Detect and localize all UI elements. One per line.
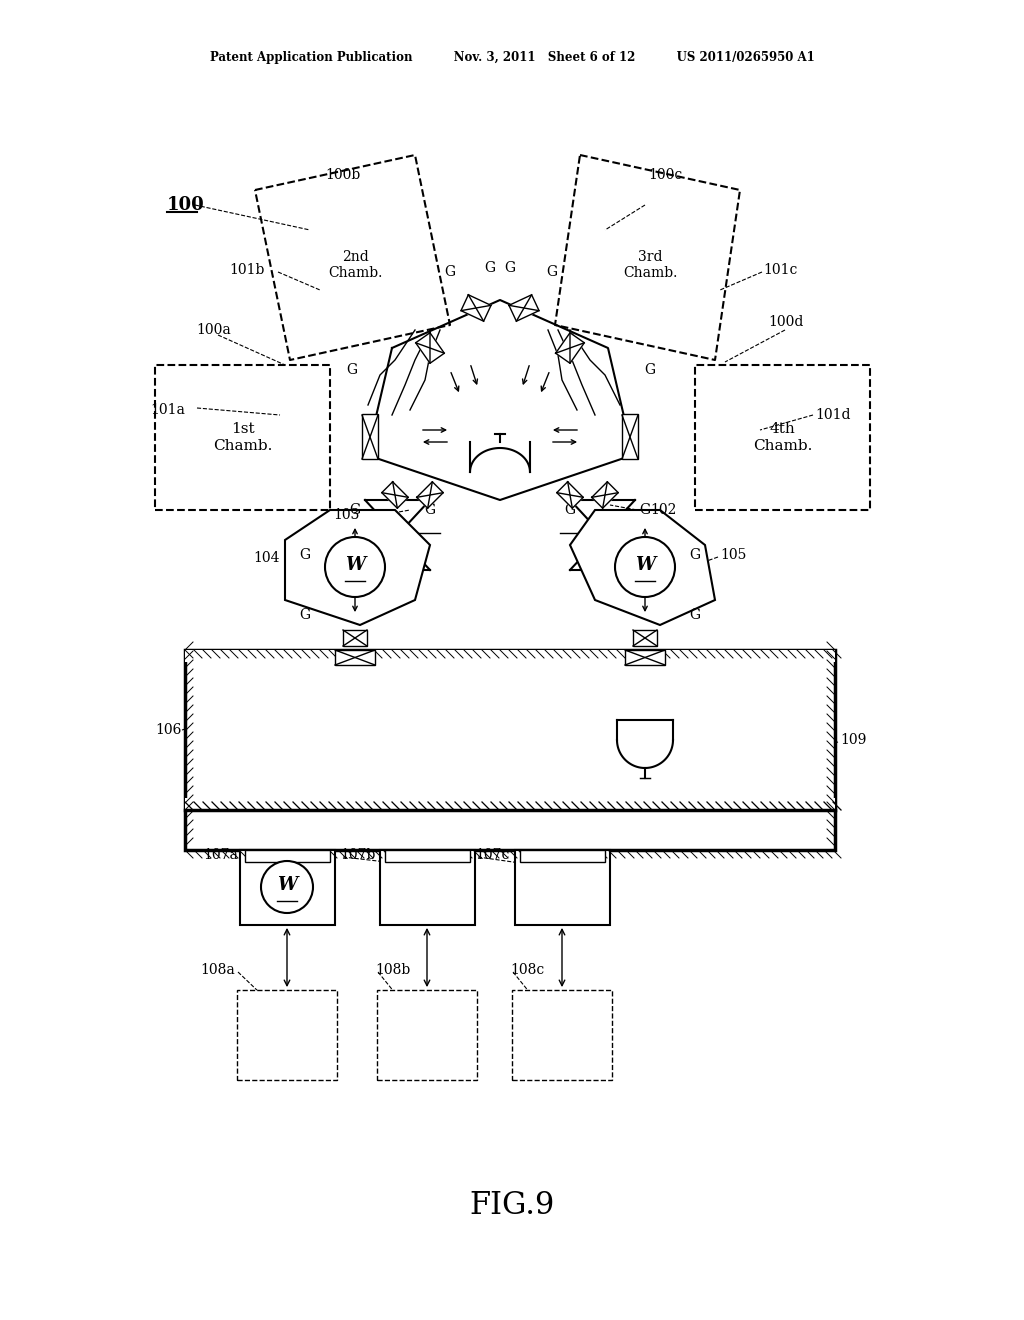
Bar [633,630,657,645]
Bar [380,850,475,925]
Text: G: G [547,265,557,279]
Bar [185,649,835,663]
Text: 2nd
Chamb.: 2nd Chamb. [328,249,382,280]
Text: G: G [505,261,515,275]
Text: 3rd
Chamb.: 3rd Chamb. [623,249,677,280]
Text: G: G [644,363,655,378]
Polygon shape [592,482,618,508]
Text: 4th
Chamb.: 4th Chamb. [753,422,812,453]
Bar [155,366,330,510]
Bar [343,630,367,645]
Text: 100c: 100c [648,168,682,182]
Text: 101a: 101a [151,403,185,417]
Bar [245,850,330,862]
Bar [362,414,378,459]
Polygon shape [416,333,444,363]
Bar [185,810,835,850]
Text: 1st
Chamb.: 1st Chamb. [213,422,272,453]
Text: 107c: 107c [475,847,509,862]
Text: 100a: 100a [196,323,230,337]
Bar [185,799,835,810]
Polygon shape [570,510,715,624]
Text: 102: 102 [650,503,677,517]
Polygon shape [461,294,492,321]
Bar [512,990,612,1080]
Text: G: G [299,548,310,562]
Polygon shape [382,482,409,508]
Text: 104: 104 [254,550,280,565]
Text: G: G [424,503,435,517]
Polygon shape [556,333,585,363]
Text: Patent Application Publication          Nov. 3, 2011   Sheet 6 of 12          US: Patent Application Publication Nov. 3, 2… [210,51,814,65]
Text: 101c: 101c [763,263,798,277]
Text: G: G [484,261,496,275]
Circle shape [325,537,385,597]
Bar [520,850,605,862]
Text: 100b: 100b [325,168,360,182]
Bar [622,414,638,459]
Text: W: W [276,876,297,894]
Text: 100d: 100d [768,315,804,329]
Text: G: G [689,548,700,562]
Text: G: G [639,503,650,517]
Text: 100: 100 [167,195,205,214]
Bar [185,649,835,810]
Text: 107a: 107a [203,847,238,862]
Text: 107b: 107b [340,847,376,862]
Text: G: G [349,503,360,517]
Text: 101d: 101d [815,408,851,422]
Bar [237,990,337,1080]
Text: W: W [635,556,655,574]
Text: G: G [346,363,357,378]
Text: G: G [689,609,700,622]
Bar [335,649,375,665]
Text: FIG.9: FIG.9 [469,1189,555,1221]
Bar [695,366,870,510]
Circle shape [261,861,313,913]
Bar [377,990,477,1080]
Polygon shape [367,300,633,500]
Text: G: G [444,265,456,279]
Polygon shape [509,294,539,321]
Text: 109: 109 [840,733,866,747]
Polygon shape [557,482,584,508]
Bar [515,850,610,925]
Bar [240,850,335,925]
Text: 105: 105 [720,548,746,562]
Text: 108c: 108c [510,964,544,977]
Bar [625,649,665,665]
Text: G: G [299,609,310,622]
Bar [385,850,470,862]
Text: 103: 103 [334,508,360,521]
Text: G: G [564,503,575,517]
Text: 108b: 108b [375,964,411,977]
Circle shape [615,537,675,597]
Polygon shape [285,510,430,624]
Text: 106: 106 [156,723,182,737]
Text: W: W [345,556,366,574]
Text: 108a: 108a [201,964,234,977]
Text: 101b: 101b [229,263,265,277]
Polygon shape [417,482,443,508]
